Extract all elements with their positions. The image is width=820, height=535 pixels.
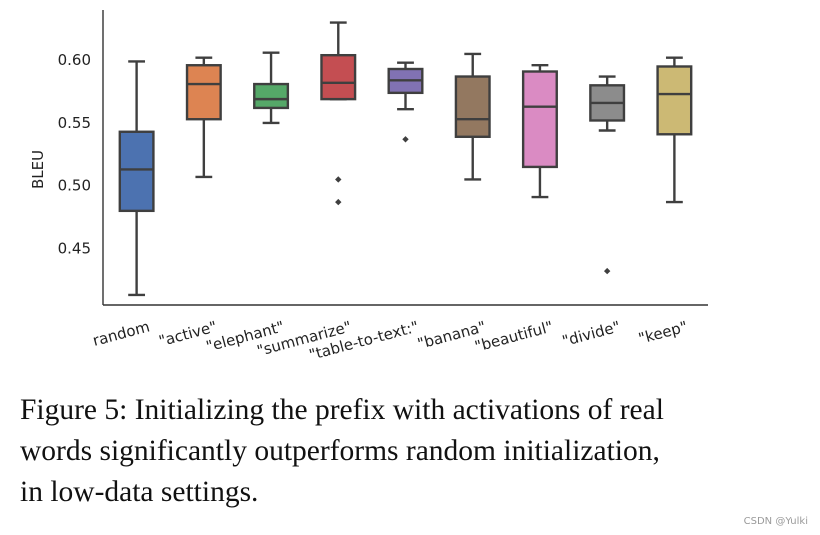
y-tick-label: 0.50 bbox=[58, 177, 91, 195]
x-tick-label: random bbox=[91, 317, 152, 349]
caption-line-2: words significantly outperforms random i… bbox=[20, 435, 660, 467]
caption-line-3: in low-data settings. bbox=[20, 476, 259, 508]
box-1 bbox=[185, 64, 222, 121]
box-8 bbox=[656, 65, 693, 136]
box-0 bbox=[118, 130, 155, 213]
y-tick-label: 0.45 bbox=[58, 240, 91, 258]
outlier-point bbox=[402, 136, 409, 143]
watermark: CSDN @Yulki bbox=[743, 516, 808, 527]
box-2 bbox=[253, 82, 290, 110]
x-tick-label: "beautiful" bbox=[473, 317, 555, 355]
figure-caption: Figure 5: Initializing the prefix with a… bbox=[20, 390, 800, 513]
y-axis-label: BLEU bbox=[29, 150, 47, 189]
x-tick-label: "keep" bbox=[637, 317, 690, 347]
outlier-point bbox=[335, 176, 342, 183]
box-3 bbox=[320, 53, 357, 101]
y-tick-label: 0.60 bbox=[58, 51, 91, 69]
x-tick-label: "divide" bbox=[560, 317, 622, 350]
caption-line-1: Figure 5: Initializing the prefix with a… bbox=[20, 394, 664, 426]
box-5 bbox=[454, 75, 491, 138]
y-tick-label: 0.55 bbox=[58, 114, 91, 132]
outlier-point bbox=[603, 267, 611, 275]
outlier-point bbox=[335, 198, 342, 206]
box-6 bbox=[521, 70, 558, 169]
